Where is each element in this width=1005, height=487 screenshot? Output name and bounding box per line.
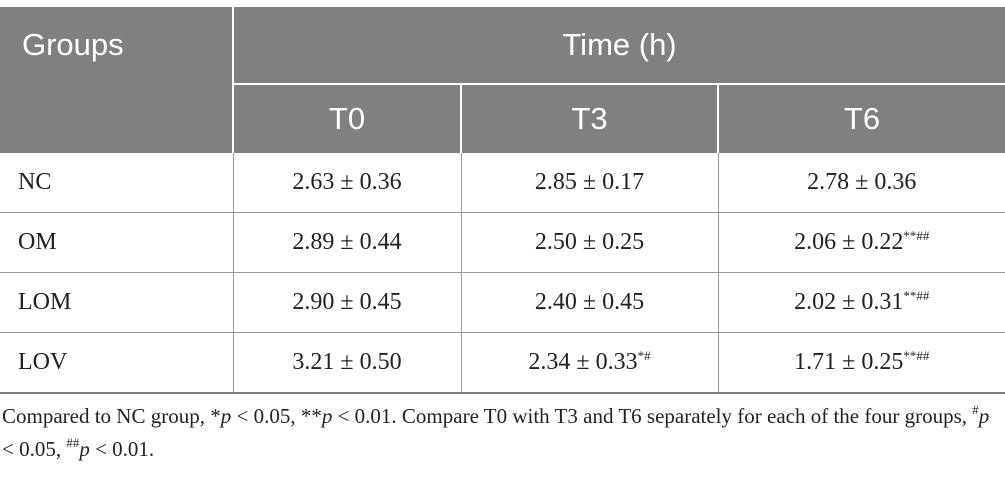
t3-value: 2.50 ± 0.25 [534, 229, 645, 255]
footnote-text: < 0.05, ** [231, 404, 322, 428]
t3-value: 2.40 ± 0.45 [534, 289, 645, 315]
t3-header: T3 [460, 84, 718, 153]
double-hash-mark: ## [66, 435, 80, 450]
t0-cell: 2.90 ± 0.45 [232, 272, 461, 333]
table-row: LOV 3.21 ± 0.50 2.34 ± 0.33*# 1.71 ± 0.2… [0, 332, 1005, 394]
table-row: LOM 2.90 ± 0.45 2.40 ± 0.45 2.02 ± 0.31*… [0, 272, 1005, 333]
table-header: Groups Time (h) T0 T3 T6 [0, 7, 1005, 153]
t6-cell: 2.06 ± 0.22**## [717, 212, 1005, 273]
table-row: OM 2.89 ± 0.44 2.50 ± 0.25 2.06 ± 0.22**… [0, 212, 1005, 273]
p-symbol: p [220, 404, 232, 428]
footnote-text: Compared to NC group, * [2, 404, 221, 428]
t6-cell: 1.71 ± 0.25**## [717, 332, 1005, 394]
t0-cell: 2.89 ± 0.44 [232, 212, 461, 273]
p-symbol: p [978, 404, 990, 428]
p-symbol: p [321, 404, 333, 428]
footnote-text: < 0.05, [2, 437, 67, 461]
t3-cell: 2.85 ± 0.17 [460, 153, 718, 213]
hash-mark: # [972, 402, 979, 417]
footnote-text: < 0.01. [89, 437, 155, 461]
t0-header: T0 [233, 84, 461, 153]
t3-value: 2.34 ± 0.33 [528, 349, 638, 375]
group-cell: LOM [0, 272, 233, 333]
group-cell: NC [0, 153, 233, 213]
t3-cell: 2.50 ± 0.25 [460, 212, 718, 273]
t6-value: 1.71 ± 0.25 [794, 349, 904, 375]
t6-significance-mark: **## [903, 288, 930, 303]
t3-value: 2.85 ± 0.17 [534, 169, 645, 195]
t0-cell: 3.21 ± 0.50 [232, 332, 461, 394]
table-footnote: Compared to NC group, *p < 0.05, **p < 0… [2, 400, 1002, 466]
t6-value: 2.06 ± 0.22 [794, 229, 904, 255]
results-table: Groups Time (h) T0 T3 T6 NC 2.63 ± 0.36 … [0, 7, 1005, 394]
t3-significance-mark: *# [637, 348, 651, 363]
group-cell: OM [0, 212, 233, 273]
t3-cell: 2.34 ± 0.33*# [460, 332, 718, 394]
t6-significance-mark: **## [903, 228, 930, 243]
p-symbol: p [79, 437, 90, 461]
t6-value: 2.78 ± 0.36 [807, 169, 917, 195]
t6-cell: 2.02 ± 0.31**## [717, 272, 1005, 333]
table-body: NC 2.63 ± 0.36 2.85 ± 0.17 2.78 ± 0.36 O… [0, 153, 1005, 394]
t6-value: 2.02 ± 0.31 [794, 289, 904, 315]
table-row: NC 2.63 ± 0.36 2.85 ± 0.17 2.78 ± 0.36 [0, 153, 1005, 213]
t3-cell: 2.40 ± 0.45 [460, 272, 718, 333]
groups-header: Groups [0, 7, 234, 153]
t6-header: T6 [716, 84, 1005, 153]
time-header: Time (h) [233, 7, 1005, 85]
t6-significance-mark: **## [903, 348, 930, 363]
t6-cell: 2.78 ± 0.36 [717, 153, 1005, 213]
group-cell: LOV [0, 332, 233, 394]
footnote-text: < 0.01. Compare T0 with T3 and T6 separa… [332, 404, 973, 428]
t0-cell: 2.63 ± 0.36 [232, 153, 461, 213]
